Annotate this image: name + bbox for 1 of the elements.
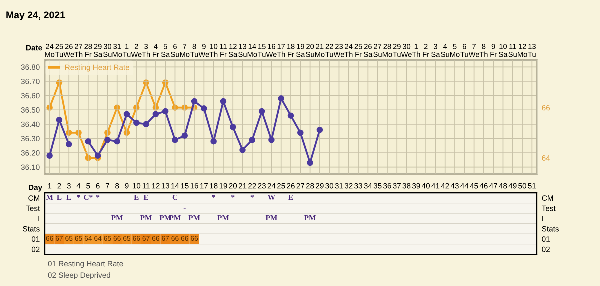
chart-title: May 24, 2021 [6, 12, 66, 21]
